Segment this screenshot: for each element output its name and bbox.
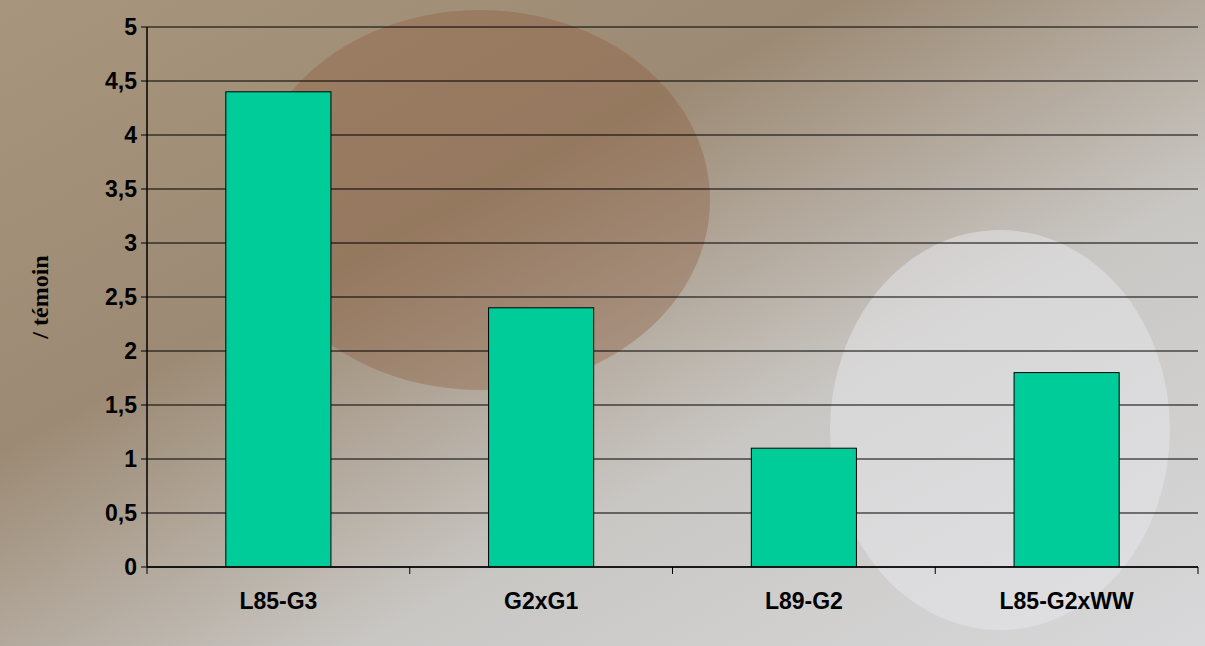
y-axis-title: / témoin	[27, 255, 53, 339]
tick-label: 2	[124, 338, 137, 364]
tick-label: 5	[124, 14, 137, 40]
tick-mark	[141, 189, 147, 190]
tick-label: 3	[124, 230, 137, 256]
y-ticks: 0 0,5 1 1,5 2 2,5 3 3,5 4 4,5 5	[105, 14, 147, 580]
bar	[226, 92, 331, 567]
category-label: L89-G2	[765, 588, 843, 614]
tick-label: 4,5	[105, 68, 137, 94]
background-shape	[830, 230, 1170, 630]
category-separator	[409, 567, 410, 574]
category-separator	[1198, 567, 1199, 574]
tick-label: 2,5	[105, 284, 137, 310]
tick-mark	[141, 513, 147, 514]
tick-mark	[141, 459, 147, 460]
x-ticks: L85-G3 G2xG1 L89-G2 L85-G2xWW	[147, 567, 1198, 614]
tick-mark	[141, 567, 147, 568]
tick-label: 0,5	[105, 500, 137, 526]
grid	[147, 27, 1198, 567]
bar	[1014, 373, 1119, 567]
tick-mark	[141, 297, 147, 298]
y-axis	[146, 27, 148, 567]
bars	[226, 92, 1119, 567]
tick-mark	[141, 27, 147, 28]
grid-line	[147, 27, 1198, 28]
tick-mark	[141, 243, 147, 244]
tick-label: 0	[124, 554, 137, 580]
category-separator	[935, 567, 936, 574]
tick-mark	[141, 81, 147, 82]
category-label: L85-G2xWW	[1000, 588, 1134, 614]
tick-mark	[141, 135, 147, 136]
category-separator	[672, 567, 673, 574]
tick-label: 4	[124, 122, 137, 148]
tick-mark	[141, 405, 147, 406]
bar	[489, 308, 594, 567]
chart-container: 00,511,522,533,544,55L85-G3G2xG1L89-G2L8…	[0, 0, 1205, 646]
bar	[751, 448, 856, 567]
tick-label: 1,5	[105, 392, 137, 418]
chart-svg: 00,511,522,533,544,55L85-G3G2xG1L89-G2L8…	[0, 0, 1205, 646]
tick-label: 3,5	[105, 176, 137, 202]
tick-mark	[141, 351, 147, 352]
category-label: G2xG1	[504, 588, 578, 614]
tick-label: 1	[124, 446, 137, 472]
background	[0, 0, 1205, 646]
category-label: L85-G3	[239, 588, 317, 614]
grid-line	[147, 81, 1198, 82]
category-separator	[147, 567, 148, 574]
